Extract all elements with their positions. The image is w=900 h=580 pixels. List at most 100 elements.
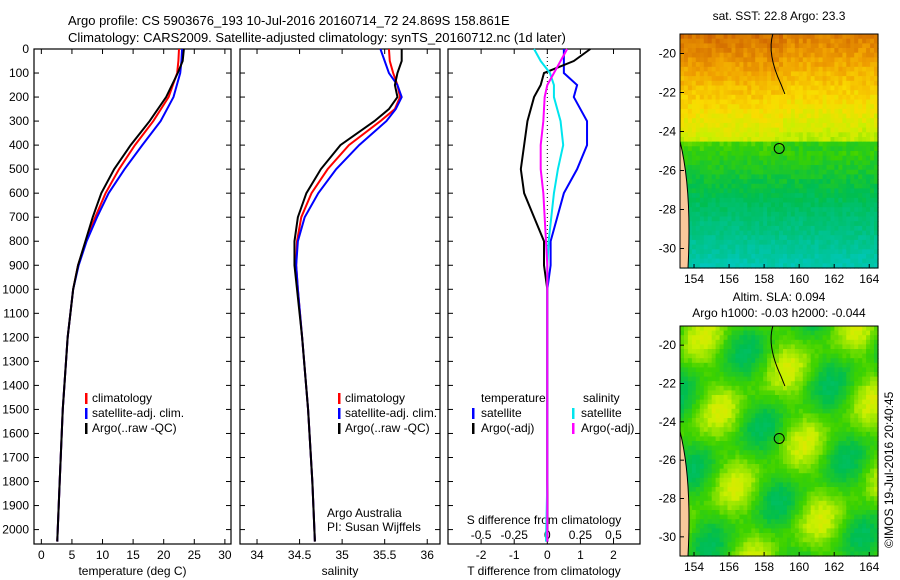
- map-cell: [874, 127, 879, 133]
- map-cell: [794, 165, 800, 171]
- map-cell: [747, 344, 752, 350]
- map-cell: [842, 427, 847, 433]
- map-cell: [854, 197, 859, 204]
- map-cell: [727, 108, 733, 115]
- map-cell: [759, 326, 764, 332]
- map-cell: [790, 43, 796, 49]
- map-cell: [747, 225, 752, 232]
- map-cell: [842, 34, 847, 40]
- map-cell: [810, 496, 816, 502]
- map-cell: [826, 52, 832, 58]
- map-cell: [691, 66, 697, 73]
- map-cell: [699, 239, 705, 246]
- map-cell: [838, 160, 843, 166]
- map-cell: [810, 326, 816, 332]
- map-cell: [783, 326, 788, 332]
- map-cell: [790, 216, 796, 222]
- map-cell: [794, 202, 800, 208]
- map-cell: [818, 551, 824, 557]
- map-cell: [731, 441, 737, 447]
- map-cell: [687, 207, 693, 213]
- map-cell: [866, 179, 871, 185]
- map-cell: [719, 104, 725, 110]
- map-cell: [719, 165, 725, 171]
- map-cell: [715, 52, 721, 58]
- map-cell: [783, 34, 788, 40]
- map-cell: [695, 174, 701, 180]
- map-cell: [838, 445, 843, 451]
- map-cell: [834, 249, 839, 255]
- map-cell: [802, 239, 808, 246]
- map-cell: [858, 188, 863, 194]
- map-cell: [687, 353, 693, 359]
- map-cell: [684, 330, 689, 336]
- map-cell: [703, 165, 709, 171]
- map-cell: [743, 551, 748, 557]
- map-cell: [727, 537, 733, 543]
- map-cell: [703, 422, 709, 428]
- map-cell: [858, 239, 863, 246]
- map-cell: [790, 542, 796, 548]
- map-cell: [783, 496, 788, 502]
- map-cell: [862, 249, 867, 255]
- map-cell: [747, 496, 752, 502]
- map-cell: [731, 487, 737, 493]
- map-cell: [707, 422, 713, 428]
- map-cell: [684, 160, 689, 166]
- map-cell: [870, 113, 875, 119]
- map-cell: [822, 418, 828, 424]
- map-cell: [826, 441, 832, 447]
- map-cell: [786, 537, 792, 543]
- map-cell: [715, 362, 721, 368]
- map-cell: [794, 482, 800, 488]
- map-cell: [790, 48, 796, 54]
- map-cell: [806, 362, 812, 368]
- map-cell: [687, 43, 693, 49]
- map-cell: [719, 344, 725, 350]
- map-cell: [862, 169, 867, 175]
- map-cell: [703, 505, 709, 511]
- map-cell: [818, 326, 824, 332]
- map-cell: [695, 62, 701, 68]
- map-cell: [830, 473, 836, 479]
- map-cell: [846, 235, 851, 241]
- map-cell: [711, 66, 717, 73]
- map-cell: [854, 85, 859, 91]
- map-cell: [790, 211, 796, 218]
- map-cell: [699, 48, 705, 54]
- map-cell: [727, 533, 733, 539]
- map-cell: [727, 353, 733, 359]
- map-cell: [759, 505, 764, 511]
- map-cell: [763, 330, 768, 336]
- map-cell: [786, 146, 792, 152]
- map-cell: [767, 169, 772, 175]
- map-cell: [794, 413, 800, 419]
- map-cell: [763, 372, 768, 378]
- map-cell: [767, 505, 772, 511]
- map-cell: [818, 249, 824, 255]
- map-cell: [703, 395, 709, 401]
- map-cell: [727, 349, 733, 355]
- map-cell: [747, 413, 752, 419]
- map-cell: [691, 358, 697, 364]
- map-cell: [695, 381, 701, 387]
- map-cell: [810, 500, 816, 506]
- map-cell: [838, 239, 843, 246]
- map-cell: [830, 155, 836, 161]
- map-cell: [711, 436, 717, 442]
- map-cell: [731, 188, 737, 194]
- map-cell: [695, 362, 701, 368]
- map-cell: [723, 385, 729, 391]
- map-cell: [858, 132, 863, 138]
- map-cell: [794, 85, 800, 91]
- map-cell: [751, 76, 756, 82]
- map-cell: [779, 146, 784, 152]
- map-cell: [767, 230, 772, 236]
- map-cell: [699, 108, 705, 115]
- map-cell: [802, 76, 808, 82]
- map-cell: [810, 174, 816, 180]
- map-cell: [763, 381, 768, 387]
- map-cell: [727, 326, 733, 332]
- map-cell: [751, 477, 756, 483]
- map-cell: [830, 459, 836, 465]
